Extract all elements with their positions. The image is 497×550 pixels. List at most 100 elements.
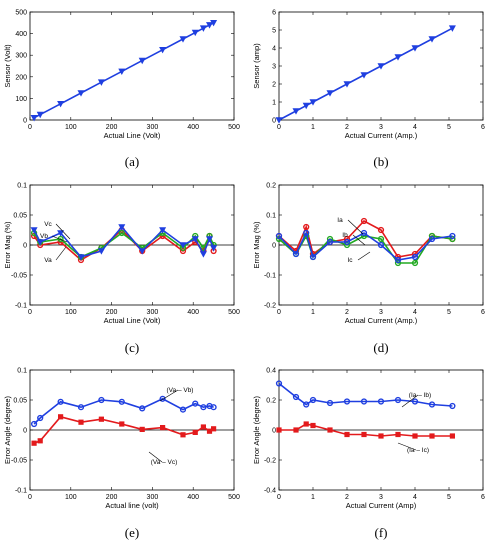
y-tick-label: 0 xyxy=(23,118,27,125)
data-point xyxy=(343,398,351,405)
data-point xyxy=(179,406,187,413)
panel-caption: (a) xyxy=(125,154,139,169)
data-point xyxy=(411,398,419,405)
x-tick-label: 300 xyxy=(147,494,159,501)
annotation-label: Va xyxy=(44,257,52,264)
y-tick-label: 100 xyxy=(15,96,27,103)
chart-a: 0 100 200 300 400 500 0 100 200 300 400 500 Actual L… xyxy=(3,10,240,141)
x-tick-label: 300 xyxy=(147,124,159,131)
data-point xyxy=(394,54,402,61)
data-point xyxy=(428,401,436,408)
x-tick-label: 1 xyxy=(311,309,315,316)
data-point xyxy=(191,236,199,243)
annotation-arrow xyxy=(357,251,371,261)
data-point xyxy=(303,223,310,231)
data-point xyxy=(412,433,418,439)
y-tick-label: 0.05 xyxy=(13,398,27,405)
data-point xyxy=(206,22,214,29)
x-tick-label: 2 xyxy=(345,124,349,131)
x-tick-label: 3 xyxy=(379,124,383,131)
annotation-label: Vc xyxy=(44,221,52,228)
x-tick-label: 200 xyxy=(106,494,118,501)
x-tick-label: 200 xyxy=(106,309,118,316)
data-point xyxy=(448,25,456,32)
x-tick-label: 4 xyxy=(413,309,417,316)
data-point xyxy=(377,398,385,405)
panel-caption: (e) xyxy=(125,525,139,540)
data-point xyxy=(395,431,401,438)
data-point xyxy=(179,36,187,43)
data-point xyxy=(377,241,385,249)
data-point xyxy=(210,19,218,27)
x-tick-label: 6 xyxy=(481,494,485,501)
x-axis-label: Actual Current (Amp.) xyxy=(345,131,418,140)
data-point xyxy=(309,99,317,106)
annotation-label: (Va – Vc) xyxy=(151,459,178,466)
x-tick-label: 5 xyxy=(447,124,451,131)
data-point xyxy=(210,245,218,252)
series-1 xyxy=(31,414,217,446)
y-tick-label: 500 xyxy=(15,10,27,17)
data-point xyxy=(210,426,217,432)
data-point xyxy=(428,235,436,243)
data-point xyxy=(310,422,316,429)
x-axis-label: Actual Current (Amp) xyxy=(346,501,417,510)
y-axis-label: Error Mag (%) xyxy=(252,221,261,269)
annotation-label: Ia xyxy=(337,217,343,224)
x-tick-label: 3 xyxy=(379,309,383,316)
annotation-arrow xyxy=(55,223,71,240)
annotation-arrow xyxy=(55,246,67,261)
data-point xyxy=(118,68,126,76)
data-point xyxy=(159,395,166,402)
x-axis-label: Actual Current (Amp.) xyxy=(345,316,418,325)
series-0 xyxy=(275,380,456,410)
x-tick-label: 5 xyxy=(447,494,451,501)
series-line xyxy=(33,232,215,258)
x-tick-label: 0 xyxy=(28,124,32,131)
y-tick-label: 0.1 xyxy=(17,368,27,375)
data-point xyxy=(159,46,167,54)
panel-caption: (c) xyxy=(125,340,139,355)
data-point xyxy=(30,227,38,234)
data-point xyxy=(394,256,402,264)
series-line xyxy=(33,397,214,425)
x-tick-label: 0 xyxy=(28,309,32,316)
y-tick-label: 6 xyxy=(272,10,276,17)
panel-caption: (b) xyxy=(373,154,388,169)
x-tick-label: 5 xyxy=(447,309,451,316)
data-point xyxy=(327,427,333,433)
annotation-arrow xyxy=(397,442,417,451)
annotation-label: Vb xyxy=(40,233,48,240)
data-point xyxy=(199,251,207,258)
data-point xyxy=(449,232,456,240)
data-point xyxy=(275,232,283,240)
data-point xyxy=(303,421,309,427)
y-tick-label: 0.1 xyxy=(266,213,276,220)
series-1 xyxy=(276,421,456,439)
x-tick-label: 0 xyxy=(277,494,281,501)
series-line xyxy=(278,234,453,264)
data-point xyxy=(411,253,419,261)
y-tick-label: 0.1 xyxy=(17,183,27,190)
data-point xyxy=(36,111,44,119)
data-point xyxy=(159,424,166,431)
x-tick-label: 300 xyxy=(147,309,159,316)
data-point xyxy=(57,398,64,405)
y-tick-label: 0 xyxy=(272,243,276,250)
x-tick-label: 4 xyxy=(413,124,417,131)
data-point xyxy=(139,426,145,433)
annotation-label: Ib xyxy=(342,232,348,239)
series-2 xyxy=(30,224,218,261)
annotation-arrow xyxy=(148,451,163,463)
x-tick-label: 400 xyxy=(187,124,199,131)
data-point xyxy=(206,236,214,243)
data-point xyxy=(200,424,206,430)
y-tick-label: 0.2 xyxy=(266,183,276,190)
series-0 xyxy=(30,395,217,428)
y-tick-label: 0 xyxy=(272,428,276,435)
x-tick-label: 500 xyxy=(228,124,240,131)
data-point xyxy=(199,25,207,32)
data-point xyxy=(276,427,282,433)
series-line xyxy=(278,27,453,121)
x-axis-label: Actual Line (Volt) xyxy=(104,131,161,140)
